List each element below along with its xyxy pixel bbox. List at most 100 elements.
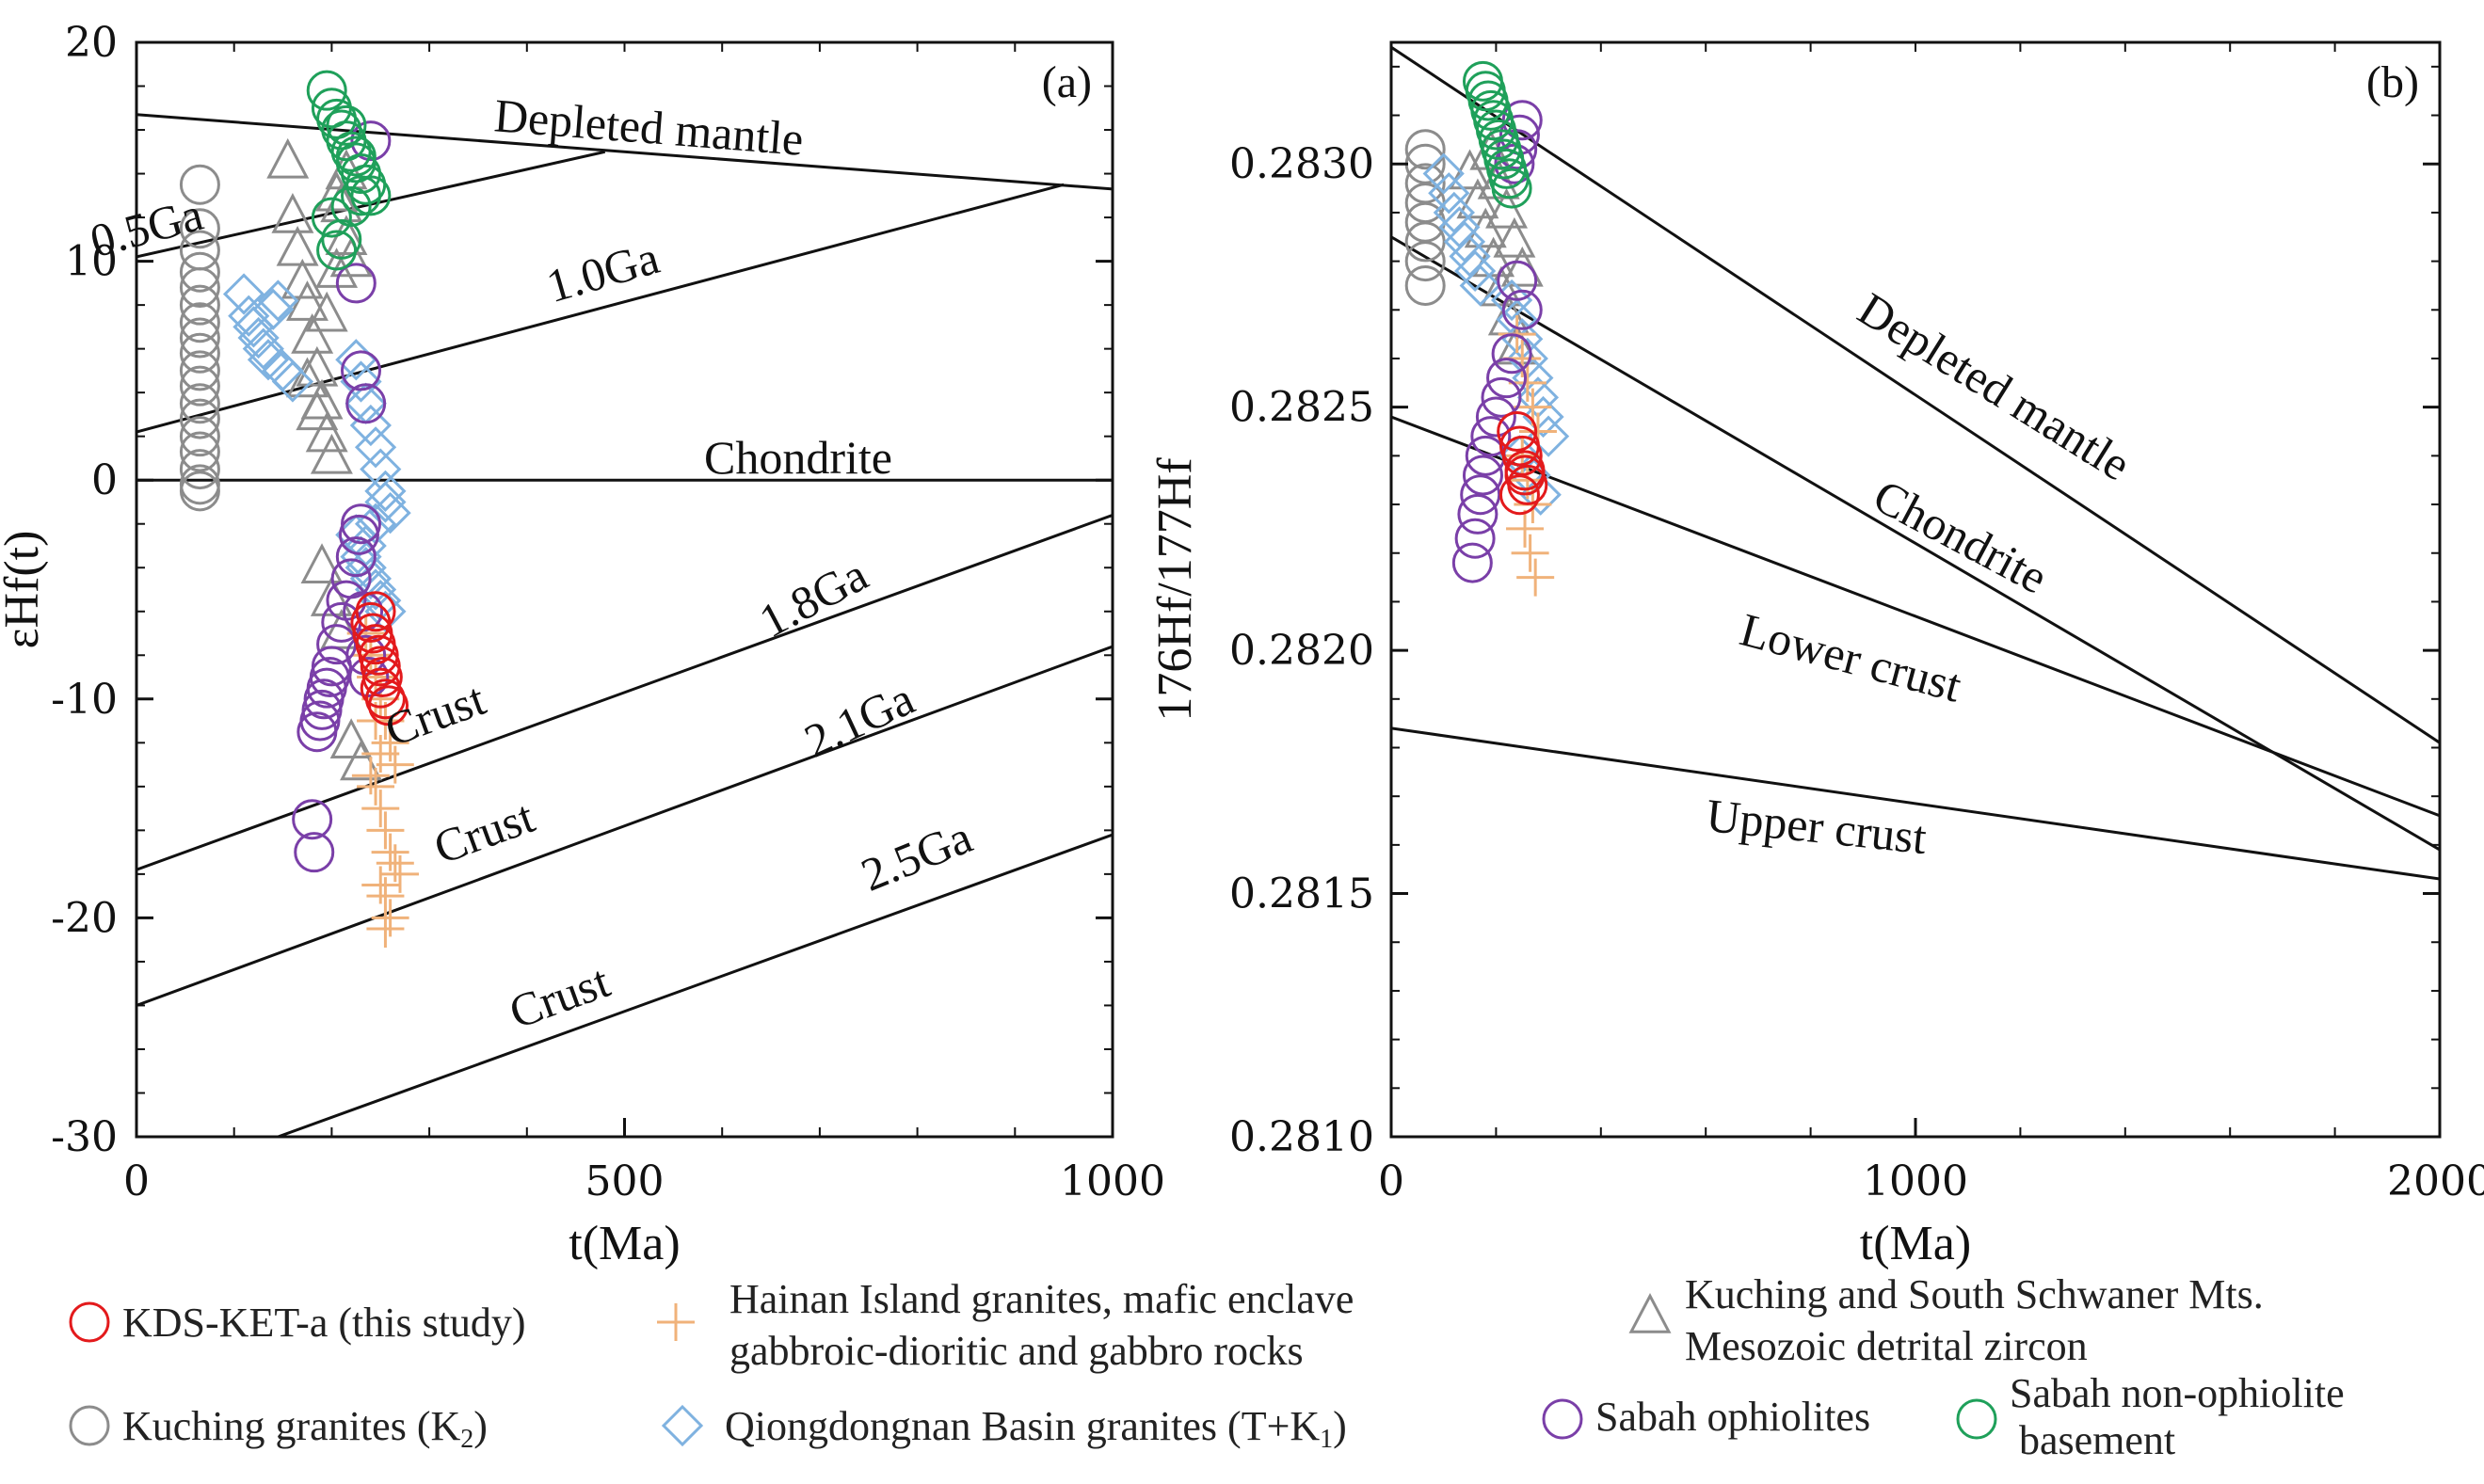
data-point	[1485, 187, 1529, 229]
data-point	[228, 295, 270, 337]
data-point	[1486, 358, 1528, 399]
data-points	[1404, 60, 1570, 597]
data-point	[222, 273, 265, 315]
plot-frame	[135, 40, 1114, 1139]
data-point	[345, 547, 387, 589]
data-point	[1498, 474, 1540, 516]
legend-subscript: 2	[460, 1425, 473, 1454]
data-point	[354, 568, 397, 611]
data-point	[1491, 168, 1532, 209]
legend-item: Kuching granites (K2)	[69, 1403, 488, 1454]
data-point	[296, 390, 339, 431]
line-label-1-0ga: 1.0Ga	[541, 231, 665, 312]
legend-marker	[657, 1303, 695, 1341]
y-tick-label: 0.2815	[1229, 870, 1374, 918]
legend: KDS-KET-a (this study) Hainan Island gran…	[69, 1271, 2345, 1463]
legend-label: Hainan Island granites, mafic enclave	[729, 1276, 1354, 1322]
legend-marker	[661, 1404, 704, 1447]
data-point	[366, 910, 405, 949]
data-point	[306, 70, 347, 111]
legend-label-line2: basement	[2019, 1417, 2175, 1463]
data-point	[368, 685, 409, 726]
reference-line-1-8ga	[136, 514, 1113, 871]
reference-line-2-1ga	[136, 645, 1113, 1007]
data-point	[310, 433, 353, 474]
series-sabah-non-ophiolite-basement	[1462, 60, 1532, 209]
data-point	[1493, 216, 1536, 258]
data-point	[1504, 455, 1546, 496]
legend-label: Kuching and South Schwaner Mts.	[1685, 1271, 2264, 1317]
data-point	[351, 757, 390, 795]
line-label-lower-crust: Lower crust	[1735, 602, 1967, 711]
data-point	[276, 225, 319, 266]
data-point	[335, 136, 377, 177]
data-point	[1462, 455, 1503, 496]
data-point	[350, 175, 392, 216]
legend-item: KDS-KET-a (this study)	[69, 1300, 526, 1346]
series-kds-ket-a-this-study-	[350, 591, 409, 726]
panel-b: 0.2810 0.2815 0.2820 0.2825 0.2830 0 1000 2000 (…	[1148, 40, 2484, 1270]
data-point	[179, 267, 220, 309]
data-point	[1404, 241, 1446, 282]
line-label-depleted-mantle: Depleted mantle	[1850, 282, 2140, 491]
data-point	[310, 576, 353, 616]
data-point	[1460, 474, 1501, 516]
data-point	[361, 734, 400, 773]
y-axis-label: εHf(t)	[0, 531, 49, 649]
data-point	[300, 543, 344, 583]
reference-line-depleted-mantle	[136, 113, 1113, 191]
y-tick-label: -30	[51, 1113, 118, 1161]
data-point	[320, 608, 363, 649]
data-point	[345, 383, 387, 424]
data-point	[179, 251, 220, 293]
line-label-1-8ga: 1.8Ga	[751, 548, 876, 647]
data-point	[179, 284, 220, 326]
data-point	[1459, 264, 1501, 307]
legend-label-tail: )	[1333, 1403, 1347, 1449]
legend-item: Kuching and South Schwaner Mts. Mesozoic …	[1628, 1271, 2264, 1369]
legend-subscript: 1	[1320, 1425, 1333, 1454]
x-tick-label: 0	[1378, 1157, 1404, 1205]
data-point	[266, 137, 310, 179]
data-point	[1451, 542, 1493, 583]
data-point	[1443, 220, 1486, 263]
legend-label: KDS-KET-a (this study)	[122, 1300, 526, 1346]
reference-line-lower-crust	[1391, 415, 2440, 818]
data-point	[348, 657, 390, 698]
panel-label: (a)	[1042, 57, 1092, 107]
data-point	[305, 291, 348, 332]
data-point	[179, 398, 220, 439]
data-point	[340, 360, 382, 403]
crust-label: Crust	[427, 790, 541, 874]
data-point	[1438, 206, 1481, 248]
data-point	[361, 790, 400, 828]
data-point	[1491, 333, 1532, 375]
x-axis-label: t(Ma)	[1860, 1217, 1971, 1270]
data-point	[294, 832, 335, 873]
plot-frame	[1389, 40, 2442, 1139]
legend-label: Sabah non-ophiolite	[2010, 1370, 2345, 1416]
y-tick-label: -20	[51, 894, 118, 942]
x-axis-label: t(Ma)	[569, 1217, 680, 1270]
data-point	[1449, 235, 1491, 278]
crust-label: Crust	[503, 954, 617, 1039]
reference-line-2-5ga	[277, 833, 1113, 1137]
data-point	[350, 120, 392, 162]
y-axis-label: 176Hf/177Hf	[1148, 457, 1202, 722]
data-point	[179, 208, 220, 249]
data-point	[179, 365, 220, 407]
data-point	[1480, 265, 1523, 307]
data-point	[371, 833, 409, 871]
data-point	[1472, 236, 1515, 278]
data-point	[355, 591, 396, 632]
x-tick-label: 1000	[1863, 1157, 1968, 1205]
data-point	[1506, 509, 1545, 548]
series-sabah-ophiolites	[292, 120, 392, 873]
data-point	[1470, 416, 1512, 457]
line-label-2-5ga: 2.5Ga	[854, 810, 979, 902]
x-tick-label: 1000	[1060, 1157, 1165, 1205]
data-point	[1454, 518, 1496, 559]
legend-label: Kuching granites (K2)	[122, 1403, 488, 1454]
